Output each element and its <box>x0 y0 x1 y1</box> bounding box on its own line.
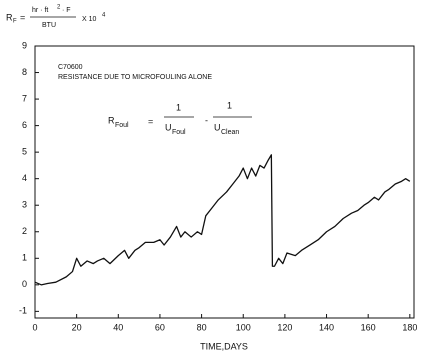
ylabel-multiplier: X 10 <box>82 16 97 23</box>
ylabel-denominator: BTU <box>42 22 56 29</box>
formula-num2: 1 <box>227 100 232 110</box>
ylabel-multiplier-power: 4 <box>102 13 106 19</box>
x-tick-label: 100 <box>236 322 251 332</box>
x-tick-label: 120 <box>277 322 292 332</box>
x-axis-title: TIME,DAYS <box>200 341 248 351</box>
y-tick-label: 8 <box>22 67 27 77</box>
formula-den2: U <box>214 122 221 132</box>
formula-num1: 1 <box>176 102 181 112</box>
ylabel-equals: = <box>20 12 25 22</box>
ylabel-subscript: F <box>13 19 17 25</box>
formula-equals: = <box>148 116 153 126</box>
x-tick-label: 0 <box>32 322 37 332</box>
annotation-text: RESISTANCE DUE TO MICROFOULING ALONE <box>58 74 212 81</box>
y-tick-label: 3 <box>22 200 27 210</box>
formula-den1-sub: Foul <box>172 129 186 136</box>
y-tick-label: -1 <box>19 306 27 316</box>
x-tick-label: 40 <box>113 322 123 332</box>
formula-den2-sub: Clean <box>221 129 239 136</box>
annotation-id: C70600 <box>58 64 83 71</box>
y-tick-label: 4 <box>22 173 27 183</box>
y-tick-label: 2 <box>22 226 27 236</box>
x-tick-label: 60 <box>155 322 165 332</box>
y-tick-label: 9 <box>22 40 27 50</box>
y-tick-label: 6 <box>22 120 27 130</box>
ylabel-numerator: hr · ft <box>32 7 48 14</box>
y-tick-label: 7 <box>22 93 27 103</box>
plot-frame <box>34 45 415 319</box>
formula-lhs: R <box>108 115 115 125</box>
formula-lhs-sub: Foul <box>115 122 129 129</box>
x-tick-label: 80 <box>197 322 207 332</box>
y-tick-label: 1 <box>22 253 27 263</box>
x-tick-label: 20 <box>72 322 82 332</box>
y-tick-label: 5 <box>22 147 27 157</box>
y-tick-label: 0 <box>22 279 27 289</box>
ylabel-symbol: R <box>6 12 13 22</box>
x-tick-label: 180 <box>402 322 417 332</box>
ylabel-numerator-power: 2 <box>57 5 61 11</box>
ylabel-numerator-tail: · F <box>62 7 71 14</box>
formula-minus: - <box>205 115 208 125</box>
x-tick-label: 140 <box>319 322 334 332</box>
formula-den1: U <box>165 122 172 132</box>
data-line <box>34 154 411 286</box>
x-tick-label: 160 <box>361 322 376 332</box>
